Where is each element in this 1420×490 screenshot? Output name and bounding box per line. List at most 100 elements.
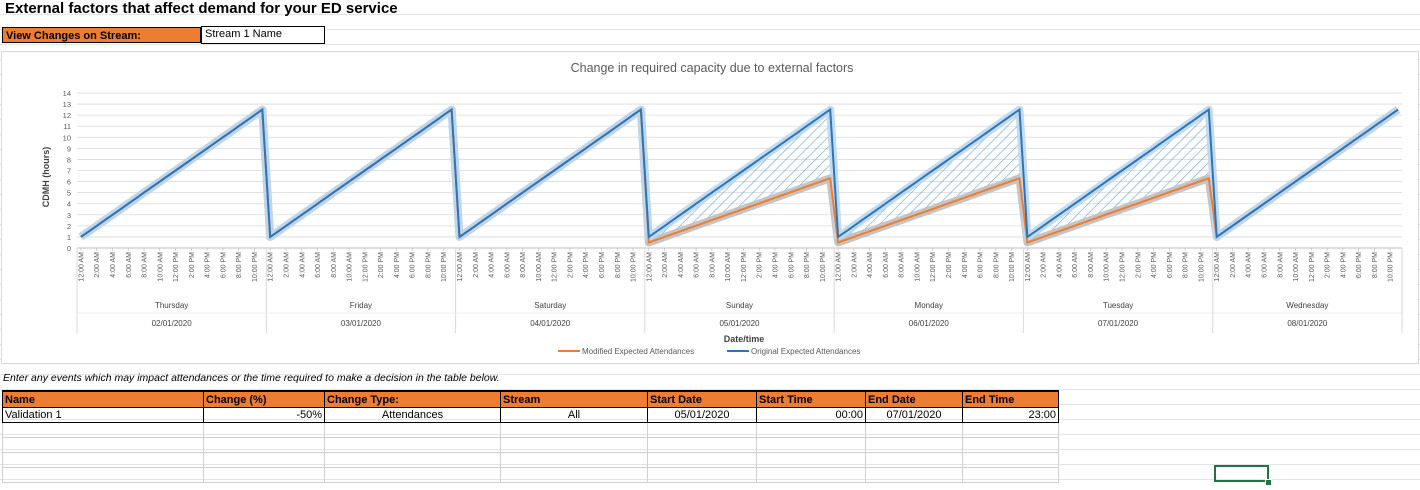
empty-cell[interactable] <box>203 467 325 483</box>
table-row <box>2 467 1059 483</box>
x-tick-label: 4:00 PM <box>1151 252 1158 278</box>
cell-end-date[interactable]: 07/01/2020 <box>865 407 963 423</box>
x-tick-label: 2:00 PM <box>378 252 385 278</box>
x-tick-label: 6:00 AM <box>126 252 133 278</box>
y-tick-label: 10 <box>63 133 71 142</box>
cell-change-pct[interactable]: -50% <box>203 407 325 423</box>
x-tick-label: 10:00 PM <box>1009 252 1016 282</box>
y-axis-title: CDMH (hours) <box>41 147 51 208</box>
empty-cell[interactable] <box>647 467 757 483</box>
day-label: Sunday <box>726 301 753 310</box>
capacity-chart[interactable]: Change in required capacity due to exter… <box>1 51 1419 364</box>
chart-title: Change in required capacity due to exter… <box>571 61 854 75</box>
x-tick-label: 10:00 PM <box>252 252 259 282</box>
empty-cell[interactable] <box>756 422 866 438</box>
x-tick-label: 8:00 AM <box>709 252 716 278</box>
empty-cell[interactable] <box>865 422 963 438</box>
page-title: External factors that affect demand for … <box>5 0 398 17</box>
x-tick-label: 8:00 AM <box>331 252 338 278</box>
selected-cell[interactable] <box>1214 465 1269 482</box>
x-tick-label: 6:00 PM <box>1356 252 1363 278</box>
x-tick-label: 12:00 AM <box>1214 252 1221 282</box>
x-tick-label: 10:00 AM <box>725 252 732 282</box>
cell-stream[interactable]: All <box>500 407 648 423</box>
x-tick-label: 4:00 PM <box>1340 252 1347 278</box>
empty-cell[interactable] <box>203 437 325 453</box>
empty-cell[interactable] <box>2 467 204 483</box>
series-line-original <box>80 107 1399 239</box>
legend-label-original: Original Expected Attendances <box>751 347 860 356</box>
date-label: 02/01/2020 <box>152 319 193 328</box>
empty-cell[interactable] <box>203 452 325 468</box>
x-tick-label: 6:00 AM <box>315 252 322 278</box>
stream-filter-input[interactable]: Stream 1 Name <box>201 26 325 44</box>
empty-cell[interactable] <box>647 452 757 468</box>
x-tick-label: 6:00 PM <box>978 252 985 278</box>
empty-cell[interactable] <box>500 452 648 468</box>
x-tick-label: 2:00 PM <box>1325 252 1332 278</box>
empty-cell[interactable] <box>647 422 757 438</box>
empty-cell[interactable] <box>865 452 963 468</box>
x-tick-label: 10:00 AM <box>1104 252 1111 282</box>
empty-cell[interactable] <box>962 452 1059 468</box>
y-tick-label: 12 <box>63 111 71 120</box>
cell-name[interactable]: Validation 1 <box>2 407 204 423</box>
y-tick-label: 6 <box>67 178 71 187</box>
x-tick-label: 2:00 AM <box>662 252 669 278</box>
fill-handle[interactable] <box>1265 479 1272 486</box>
x-tick-label: 8:00 AM <box>899 252 906 278</box>
empty-cell[interactable] <box>324 422 501 438</box>
y-tick-label: 11 <box>63 122 71 131</box>
date-label: 05/01/2020 <box>719 319 760 328</box>
empty-cell[interactable] <box>500 467 648 483</box>
empty-cell[interactable] <box>500 437 648 453</box>
x-tick-label: 10:00 AM <box>915 252 922 282</box>
x-tick-label: 4:00 AM <box>867 252 874 278</box>
x-axis-title: Date/time <box>724 334 765 344</box>
x-tick-label: 6:00 PM <box>788 252 795 278</box>
x-tick-label: 8:00 AM <box>520 252 527 278</box>
x-tick-label: 8:00 PM <box>615 252 622 278</box>
table-row: Validation 1 -50% Attendances All 05/01/… <box>2 407 1059 423</box>
cell-start-date[interactable]: 05/01/2020 <box>647 407 757 423</box>
date-label: 07/01/2020 <box>1098 319 1139 328</box>
x-tick-label: 8:00 PM <box>993 252 1000 278</box>
day-label: Saturday <box>534 301 566 310</box>
empty-cell[interactable] <box>865 437 963 453</box>
x-tick-label: 4:00 AM <box>489 252 496 278</box>
col-header-end-date: End Date <box>865 390 963 408</box>
empty-cell[interactable] <box>500 422 648 438</box>
empty-cell[interactable] <box>2 422 204 438</box>
empty-cell[interactable] <box>2 437 204 453</box>
day-label: Tuesday <box>1103 301 1133 310</box>
cell-start-time[interactable]: 00:00 <box>756 407 866 423</box>
x-tick-label: 2:00 AM <box>1230 252 1237 278</box>
legend-label-modified: Modified Expected Attendances <box>582 347 694 356</box>
empty-cell[interactable] <box>962 467 1059 483</box>
empty-cell[interactable] <box>324 467 501 483</box>
empty-cell[interactable] <box>203 422 325 438</box>
empty-cell[interactable] <box>962 422 1059 438</box>
cell-end-time[interactable]: 23:00 <box>962 407 1059 423</box>
x-tick-label: 10:00 PM <box>1388 252 1395 282</box>
day-label: Monday <box>915 301 943 310</box>
x-tick-label: 2:00 PM <box>567 252 574 278</box>
cell-change-type[interactable]: Attendances <box>324 407 501 423</box>
empty-cell[interactable] <box>756 467 866 483</box>
empty-cell[interactable] <box>647 437 757 453</box>
day-label: Friday <box>350 301 372 310</box>
x-tick-label: 8:00 AM <box>1088 252 1095 278</box>
x-tick-label: 10:00 AM <box>157 252 164 282</box>
date-label: 03/01/2020 <box>341 319 382 328</box>
x-tick-label: 6:00 PM <box>1167 252 1174 278</box>
empty-cell[interactable] <box>962 437 1059 453</box>
x-tick-label: 12:00 AM <box>1025 252 1032 282</box>
empty-cell[interactable] <box>756 452 866 468</box>
empty-cell[interactable] <box>324 437 501 453</box>
date-label: 08/01/2020 <box>1287 319 1328 328</box>
col-header-change-pct: Change (%) <box>203 390 325 408</box>
empty-cell[interactable] <box>324 452 501 468</box>
empty-cell[interactable] <box>865 467 963 483</box>
empty-cell[interactable] <box>2 452 204 468</box>
empty-cell[interactable] <box>756 437 866 453</box>
